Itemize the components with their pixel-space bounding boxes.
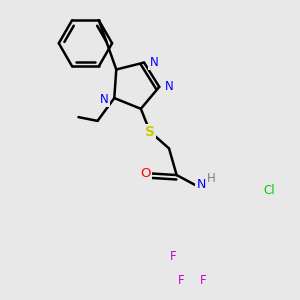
Text: N: N <box>165 80 173 93</box>
Text: O: O <box>140 167 151 180</box>
Text: F: F <box>170 250 176 263</box>
Text: N: N <box>100 93 109 106</box>
Text: Cl: Cl <box>263 184 275 196</box>
Text: N: N <box>149 56 158 69</box>
Text: H: H <box>207 172 216 185</box>
Text: F: F <box>200 274 207 287</box>
Text: F: F <box>178 274 185 287</box>
Text: N: N <box>196 178 206 191</box>
Text: S: S <box>145 125 155 139</box>
